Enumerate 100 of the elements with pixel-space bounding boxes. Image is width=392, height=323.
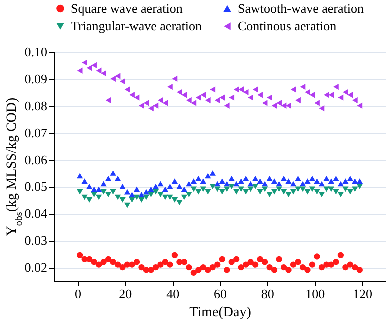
point bbox=[190, 178, 197, 184]
point bbox=[334, 84, 339, 90]
point bbox=[296, 97, 301, 104]
point bbox=[276, 100, 282, 106]
point bbox=[276, 186, 282, 192]
point bbox=[86, 198, 93, 203]
point bbox=[82, 178, 88, 184]
point bbox=[82, 194, 88, 200]
point bbox=[167, 184, 174, 190]
x-tick-label: 80 bbox=[261, 286, 274, 302]
x-tick-label: 0 bbox=[74, 286, 82, 302]
point bbox=[248, 186, 254, 192]
point bbox=[77, 173, 84, 179]
point bbox=[304, 178, 311, 184]
x-tick-label: 20 bbox=[119, 286, 132, 302]
point bbox=[243, 89, 249, 96]
point bbox=[286, 102, 292, 109]
point bbox=[181, 194, 188, 200]
point bbox=[158, 262, 164, 268]
point bbox=[252, 262, 259, 268]
point bbox=[134, 259, 140, 266]
point bbox=[300, 84, 306, 90]
point bbox=[134, 194, 140, 200]
point bbox=[120, 78, 126, 85]
point bbox=[356, 184, 363, 190]
legend-label: Triangular-wave aeration bbox=[71, 18, 203, 34]
point bbox=[300, 264, 306, 271]
point bbox=[172, 198, 178, 203]
y-tick-label: 0.03 bbox=[24, 233, 48, 248]
point bbox=[338, 192, 344, 198]
point bbox=[286, 267, 292, 274]
point bbox=[310, 92, 316, 98]
point bbox=[304, 267, 311, 274]
point bbox=[276, 256, 282, 263]
point bbox=[148, 105, 154, 112]
point bbox=[120, 198, 126, 203]
point bbox=[196, 94, 202, 101]
point bbox=[196, 176, 202, 182]
point bbox=[129, 262, 136, 268]
point bbox=[243, 189, 250, 195]
y-tick-label: 0.04 bbox=[24, 206, 48, 222]
point bbox=[318, 181, 326, 187]
point bbox=[82, 60, 88, 66]
point bbox=[271, 178, 278, 184]
point bbox=[205, 267, 212, 274]
point bbox=[152, 184, 160, 190]
point bbox=[106, 97, 112, 104]
point bbox=[300, 186, 306, 192]
point bbox=[77, 189, 84, 195]
point bbox=[96, 194, 102, 200]
y-tick-label: 0.08 bbox=[24, 98, 48, 114]
point bbox=[114, 194, 122, 200]
point bbox=[318, 264, 326, 271]
point bbox=[138, 264, 145, 271]
point bbox=[234, 256, 240, 263]
point bbox=[333, 189, 340, 195]
point bbox=[357, 102, 363, 109]
point bbox=[110, 76, 116, 82]
point bbox=[144, 100, 150, 106]
point bbox=[190, 186, 197, 192]
point bbox=[148, 192, 154, 198]
point bbox=[266, 176, 273, 182]
point bbox=[153, 102, 159, 109]
point bbox=[234, 189, 240, 195]
point bbox=[148, 267, 154, 274]
point bbox=[281, 102, 287, 109]
point bbox=[172, 178, 178, 184]
point bbox=[266, 192, 273, 198]
legend-label: Sawtooth-wave aeration bbox=[238, 0, 364, 16]
point bbox=[105, 176, 112, 182]
point bbox=[115, 73, 121, 80]
y-tick-label: 0.09 bbox=[24, 71, 48, 86]
x-tick-label: 40 bbox=[166, 286, 180, 302]
point bbox=[238, 186, 244, 192]
point bbox=[290, 262, 297, 268]
point bbox=[86, 256, 93, 263]
point bbox=[162, 186, 169, 192]
point bbox=[220, 94, 226, 101]
point bbox=[262, 181, 268, 187]
point bbox=[234, 86, 240, 93]
point bbox=[252, 176, 259, 182]
point bbox=[271, 267, 278, 274]
point bbox=[205, 189, 212, 195]
point bbox=[343, 89, 348, 96]
point bbox=[352, 264, 358, 271]
point bbox=[238, 86, 244, 93]
point bbox=[200, 92, 206, 98]
point bbox=[138, 192, 145, 198]
point bbox=[234, 181, 240, 187]
point bbox=[210, 264, 216, 271]
point bbox=[305, 89, 310, 96]
point bbox=[347, 262, 354, 268]
point bbox=[158, 181, 164, 187]
point bbox=[105, 192, 112, 198]
point bbox=[224, 267, 230, 274]
point bbox=[124, 189, 131, 195]
point bbox=[328, 178, 335, 184]
point bbox=[176, 200, 183, 206]
point bbox=[257, 189, 264, 195]
point bbox=[205, 97, 211, 104]
